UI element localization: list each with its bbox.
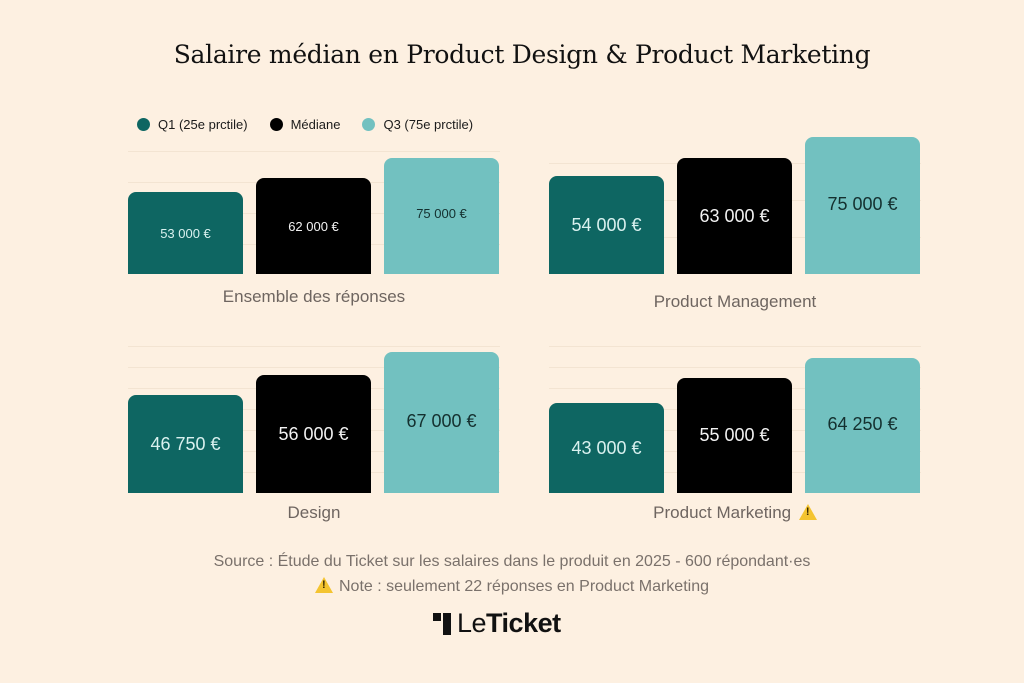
- plot-area: 54 000 € 63 000 € 75 000 €: [549, 125, 921, 274]
- warning-icon: [798, 504, 817, 520]
- bar-q3: 75 000 €: [384, 158, 499, 274]
- gridline: [549, 346, 921, 347]
- bar-value-label: 54 000 €: [571, 214, 642, 235]
- category-label: Ensemble des réponses: [222, 287, 406, 306]
- bar-median: 62 000 €: [256, 178, 371, 274]
- legend-label-median: Médiane: [290, 117, 341, 132]
- bar-value-label: 67 000 €: [406, 411, 477, 431]
- bar-q3: 75 000 €: [805, 137, 920, 274]
- logo-mark-bar: [443, 612, 451, 635]
- bar-q3: 67 000 €: [384, 352, 499, 493]
- bar-value-label: 43 000 €: [571, 437, 642, 458]
- plot-area: 53 000 € 62 000 € 75 000 €: [128, 140, 500, 274]
- bar-q1: 53 000 €: [128, 192, 243, 274]
- source-note: Source : Étude du Ticket sur les salaire…: [213, 553, 811, 570]
- bar-median: 63 000 €: [677, 158, 792, 274]
- plot-area: 43 000 € 55 000 € 64 250 €: [549, 340, 921, 493]
- panel-product-management: 54 000 € 63 000 € 75 000 € Product Manag…: [549, 125, 921, 315]
- logo-prefix: Le: [457, 608, 487, 638]
- bar-median: 56 000 €: [256, 375, 371, 493]
- legend-label-q3: Q3 (75e prctile): [383, 117, 474, 132]
- category-label: Product Management: [653, 292, 817, 311]
- bar-value-label: 46 750 €: [150, 433, 221, 454]
- legend-dot-median: [269, 118, 283, 131]
- legend-item-q3: Q3 (75e prctile): [362, 117, 473, 132]
- chart-title: Salaire médian en Product Design & Produ…: [173, 40, 871, 69]
- bar-value-label: 56 000 €: [278, 423, 349, 444]
- category-label-wrapper: Product Marketing: [549, 503, 921, 523]
- logo-mark-icon: [433, 612, 451, 635]
- panel-design: 46 750 € 56 000 € 67 000 € Design: [128, 340, 500, 530]
- legend-dot-q1: [137, 118, 150, 131]
- bar-value-label: 64 250 €: [827, 414, 898, 434]
- bar-median: 55 000 €: [677, 378, 792, 493]
- logo-wordmark: LeTicket: [457, 608, 561, 639]
- legend-item-q1: Q1 (25e prctile): [137, 117, 248, 132]
- panel-product-marketing: 43 000 € 55 000 € 64 250 € Product Marke…: [549, 340, 921, 530]
- gridline: [128, 151, 500, 152]
- sample-size-note: Note : seulement 22 réponses en Product …: [0, 577, 1024, 596]
- gridline: [128, 346, 500, 347]
- bar-value-label: 75 000 €: [827, 194, 898, 214]
- bar-q1: 46 750 €: [128, 395, 243, 493]
- legend: Q1 (25e prctile) Médiane Q3 (75e prctile…: [137, 117, 473, 132]
- category-label: Design: [287, 503, 341, 522]
- bar-value-label: 62 000 €: [288, 218, 339, 234]
- legend-item-median: Médiane: [269, 117, 341, 132]
- bar-q3: 64 250 €: [805, 358, 920, 493]
- note-text: Note : seulement 22 réponses en Product …: [339, 578, 709, 595]
- gridline: [549, 367, 921, 368]
- bar-value-label: 63 000 €: [699, 205, 770, 226]
- warning-icon: [315, 577, 333, 593]
- leticket-logo: LeTicket: [433, 608, 561, 639]
- bar-value-label: 53 000 €: [160, 225, 211, 241]
- gridline: [128, 367, 500, 368]
- plot-area: 46 750 € 56 000 € 67 000 €: [128, 340, 500, 493]
- bar-value-label: 55 000 €: [699, 425, 770, 445]
- logo-mark-square: [433, 612, 441, 621]
- bar-value-label: 75 000 €: [416, 206, 467, 221]
- category-label: Product Marketing: [653, 503, 792, 522]
- bar-q1: 54 000 €: [549, 176, 664, 274]
- bar-q1: 43 000 €: [549, 403, 664, 493]
- legend-dot-q3: [362, 118, 376, 131]
- logo-suffix: Ticket: [486, 608, 561, 638]
- legend-label-q1: Q1 (25e prctile): [158, 117, 248, 132]
- panel-ensemble: 53 000 € 62 000 € 75 000 € Ensemble des …: [128, 140, 500, 310]
